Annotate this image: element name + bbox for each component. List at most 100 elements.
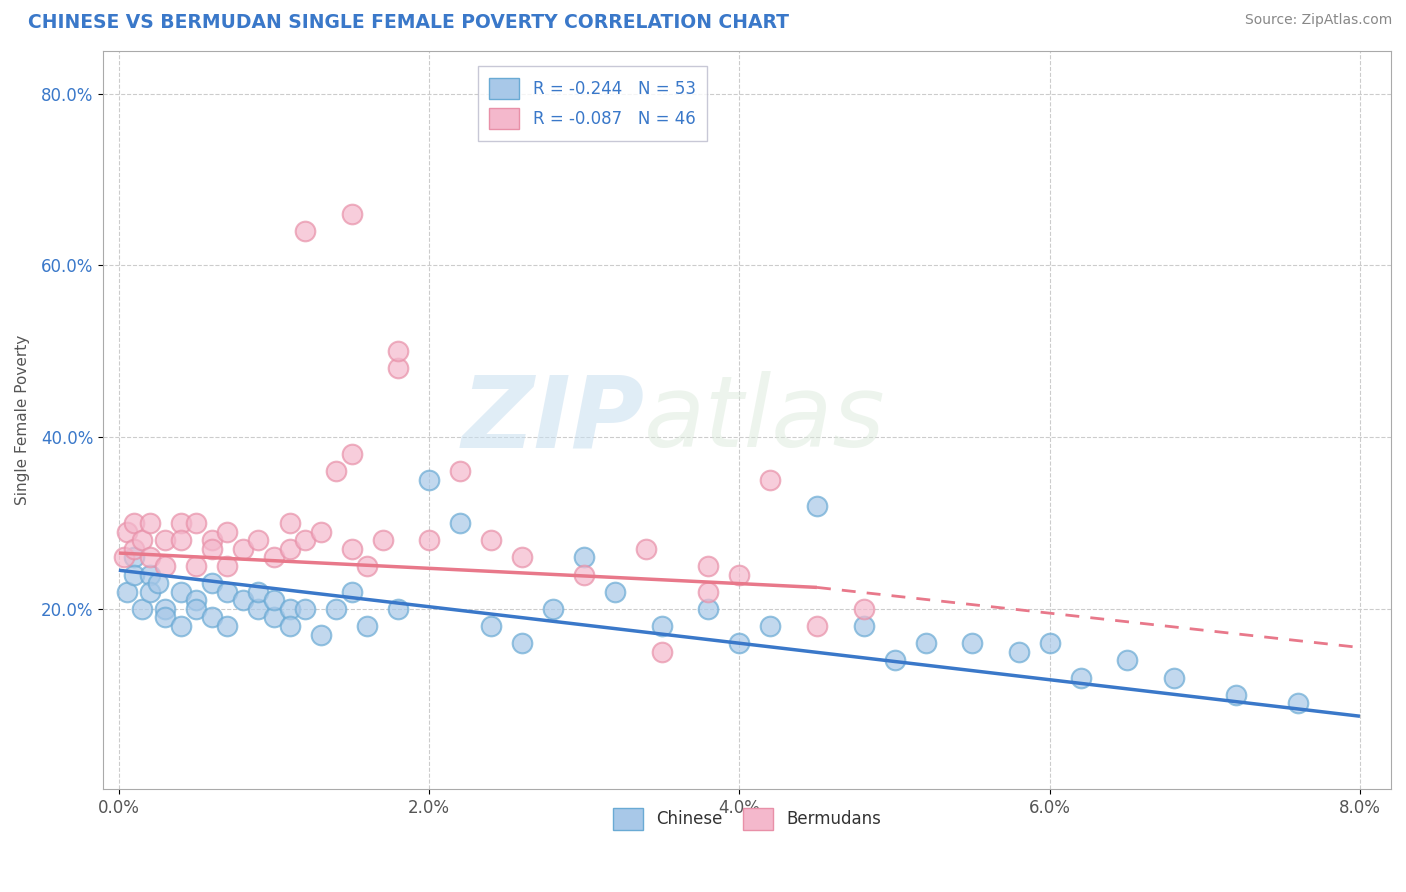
Point: [636, 541, 658, 556]
Point: [759, 619, 782, 633]
Point: [728, 567, 751, 582]
Point: [449, 465, 471, 479]
Point: [186, 602, 208, 616]
Point: [651, 619, 673, 633]
Point: [574, 550, 596, 565]
Point: [155, 610, 177, 624]
Point: [115, 524, 138, 539]
Point: [170, 584, 193, 599]
Point: [697, 558, 720, 573]
Point: [479, 619, 502, 633]
Text: ZIP: ZIP: [461, 371, 644, 468]
Point: [371, 533, 394, 548]
Point: [170, 619, 193, 633]
Point: [387, 344, 409, 359]
Point: [278, 541, 301, 556]
Point: [124, 516, 146, 530]
Point: [217, 558, 239, 573]
Point: [131, 533, 153, 548]
Point: [479, 533, 502, 548]
Point: [1070, 671, 1092, 685]
Point: [278, 602, 301, 616]
Point: [759, 473, 782, 487]
Point: [139, 567, 162, 582]
Point: [247, 533, 270, 548]
Point: [387, 361, 409, 376]
Point: [541, 602, 564, 616]
Text: Source: ZipAtlas.com: Source: ZipAtlas.com: [1244, 13, 1392, 28]
Point: [170, 533, 193, 548]
Point: [1163, 671, 1185, 685]
Legend: Chinese, Bermudans: Chinese, Bermudans: [606, 802, 887, 837]
Point: [263, 593, 285, 607]
Point: [247, 584, 270, 599]
Point: [883, 653, 905, 667]
Point: [309, 627, 332, 641]
Y-axis label: Single Female Poverty: Single Female Poverty: [15, 334, 30, 505]
Point: [217, 524, 239, 539]
Point: [387, 602, 409, 616]
Point: [325, 465, 347, 479]
Point: [325, 602, 347, 616]
Point: [806, 499, 828, 513]
Point: [201, 576, 224, 591]
Point: [1116, 653, 1139, 667]
Point: [115, 584, 138, 599]
Point: [263, 610, 285, 624]
Point: [510, 636, 533, 650]
Point: [201, 533, 224, 548]
Point: [131, 602, 153, 616]
Point: [201, 541, 224, 556]
Point: [232, 593, 254, 607]
Point: [155, 602, 177, 616]
Point: [697, 602, 720, 616]
Point: [124, 550, 146, 565]
Point: [340, 584, 363, 599]
Point: [340, 541, 363, 556]
Point: [186, 593, 208, 607]
Point: [232, 541, 254, 556]
Point: [1008, 645, 1031, 659]
Point: [1039, 636, 1062, 650]
Point: [697, 584, 720, 599]
Point: [278, 619, 301, 633]
Point: [294, 224, 316, 238]
Point: [124, 567, 146, 582]
Point: [852, 602, 875, 616]
Point: [155, 533, 177, 548]
Point: [263, 550, 285, 565]
Point: [139, 516, 162, 530]
Point: [170, 516, 193, 530]
Point: [294, 602, 316, 616]
Point: [217, 619, 239, 633]
Point: [1286, 697, 1309, 711]
Point: [806, 619, 828, 633]
Point: [418, 473, 440, 487]
Point: [960, 636, 983, 650]
Point: [340, 447, 363, 461]
Point: [1225, 688, 1247, 702]
Point: [139, 550, 162, 565]
Point: [356, 558, 378, 573]
Point: [340, 207, 363, 221]
Point: [728, 636, 751, 650]
Point: [186, 558, 208, 573]
Text: CHINESE VS BERMUDAN SINGLE FEMALE POVERTY CORRELATION CHART: CHINESE VS BERMUDAN SINGLE FEMALE POVERT…: [28, 13, 789, 32]
Point: [651, 645, 673, 659]
Point: [146, 576, 169, 591]
Point: [139, 584, 162, 599]
Point: [510, 550, 533, 565]
Point: [294, 533, 316, 548]
Text: atlas: atlas: [644, 371, 886, 468]
Point: [605, 584, 627, 599]
Point: [356, 619, 378, 633]
Point: [309, 524, 332, 539]
Point: [449, 516, 471, 530]
Point: [155, 558, 177, 573]
Point: [112, 550, 135, 565]
Point: [247, 602, 270, 616]
Point: [418, 533, 440, 548]
Point: [278, 516, 301, 530]
Point: [914, 636, 936, 650]
Point: [124, 541, 146, 556]
